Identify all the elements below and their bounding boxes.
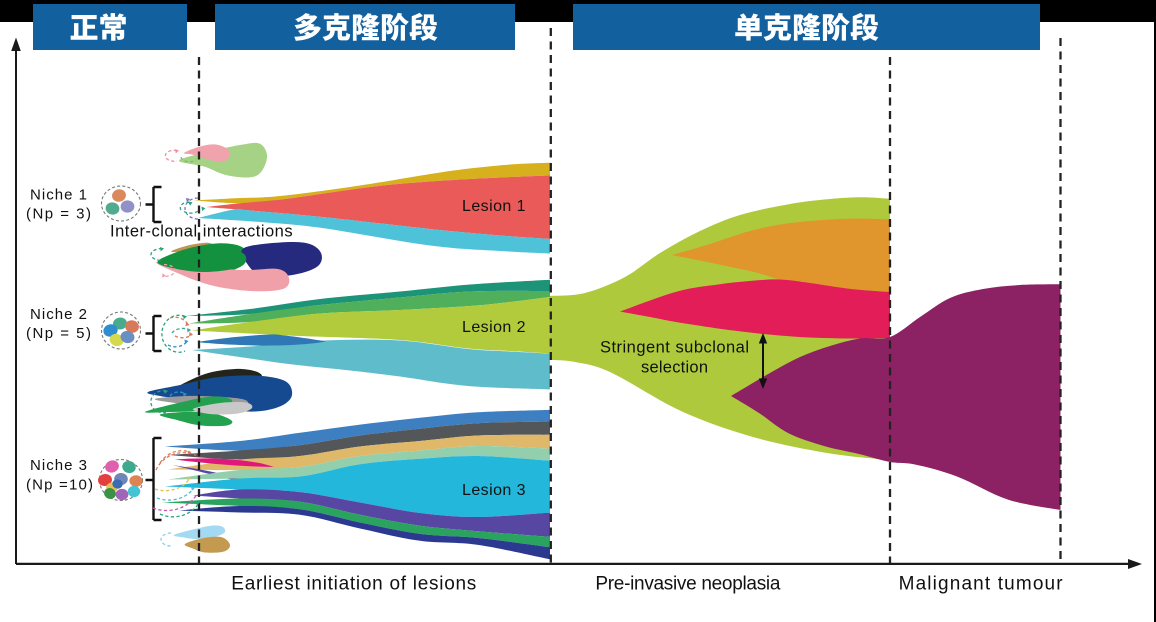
svg-text:(Np =10): (Np =10) [26,477,93,494]
svg-text:(Np = 5): (Np = 5) [26,325,91,342]
svg-text:selection: selection [641,359,708,377]
svg-text:Stringent subclonal: Stringent subclonal [600,339,749,357]
svg-text:Lesion 2: Lesion 2 [462,319,526,336]
svg-text:Pre-invasive neoplasia: Pre-invasive neoplasia [595,574,780,595]
svg-text:Earliest initiation of lesions: Earliest initiation of lesions [231,574,476,595]
svg-text:Malignant tumour: Malignant tumour [899,574,1064,595]
svg-text:(Np = 3): (Np = 3) [26,206,91,223]
svg-text:Niche 2: Niche 2 [30,306,87,323]
svg-text:Inter-clonal interactions: Inter-clonal interactions [110,222,293,240]
svg-text:Lesion 3: Lesion 3 [462,482,526,499]
svg-text:Niche 3: Niche 3 [30,457,87,474]
svg-text:Lesion 1: Lesion 1 [462,198,526,215]
svg-text:Niche 1: Niche 1 [30,187,87,204]
